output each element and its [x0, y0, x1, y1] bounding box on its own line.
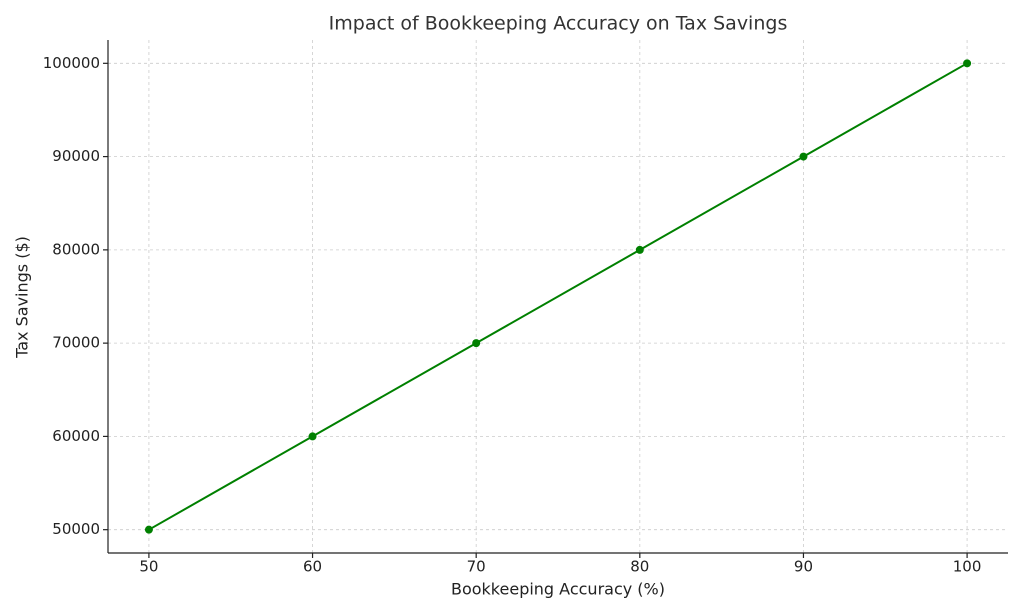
x-tick-label: 80: [630, 558, 649, 576]
chart-title: Impact of Bookkeeping Accuracy on Tax Sa…: [329, 13, 788, 35]
y-tick-label: 90000: [52, 147, 100, 165]
data-point: [799, 152, 808, 161]
x-tick-label: 90: [794, 558, 813, 576]
x-tick-label: 60: [303, 558, 322, 576]
y-tick-label: 80000: [52, 240, 100, 258]
y-tick-label: 100000: [43, 54, 100, 72]
y-tick-label: 50000: [52, 520, 100, 538]
x-tick-label: 50: [139, 558, 158, 576]
data-point: [472, 339, 481, 348]
y-tick-label: 70000: [52, 334, 100, 352]
data-line: [148, 62, 968, 531]
data-point: [963, 59, 972, 68]
data-point: [635, 245, 644, 254]
y-axis-label: Tax Savings ($): [13, 236, 32, 359]
x-tick-label: 70: [467, 558, 486, 576]
data-point: [144, 525, 153, 534]
y-tick-label: 60000: [52, 427, 100, 445]
data-point: [308, 432, 317, 441]
x-tick-label: 100: [953, 558, 982, 576]
x-axis-label: Bookkeeping Accuracy (%): [451, 580, 665, 599]
